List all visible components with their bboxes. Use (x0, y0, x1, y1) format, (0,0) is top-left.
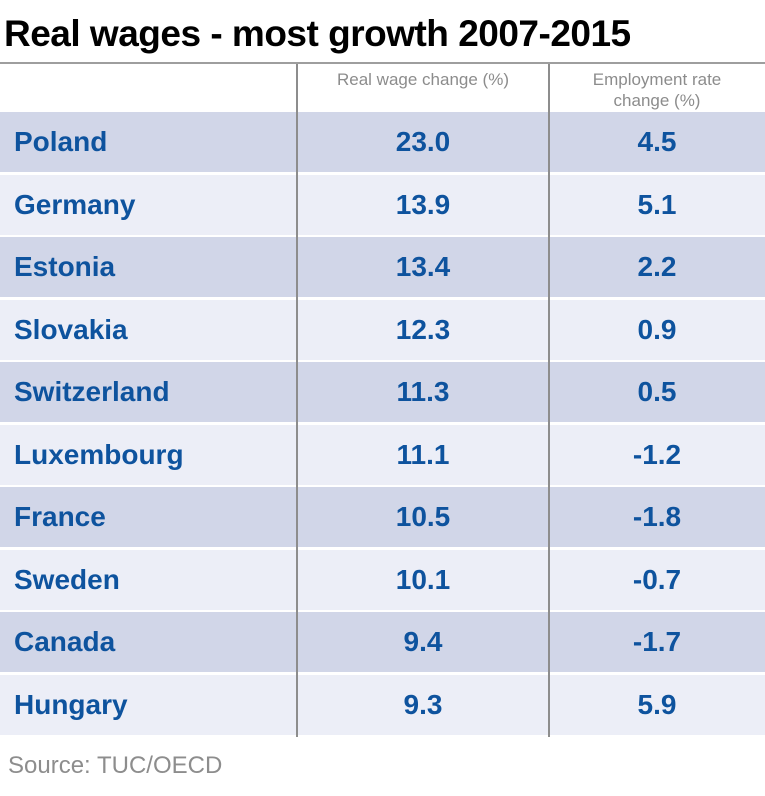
wage-value-cell: 9.3 (403, 688, 443, 720)
wage-value-cell: 12.3 (395, 313, 451, 345)
wage-value-cell: 11.3 (396, 376, 450, 407)
wage-value-cell: 13.9 (395, 188, 451, 220)
wage-value-cell: 9.4 (403, 626, 443, 657)
table-row: France 10.5 -1.8 (0, 487, 765, 547)
employment-value-cell: 0.9 (637, 313, 677, 345)
header-wage-column: Real wage change (%) (337, 70, 509, 89)
wage-value-cell: 23.0 (395, 126, 451, 157)
employment-value-cell: 0.5 (637, 376, 677, 407)
wage-value-cell: 10.5 (395, 501, 451, 532)
column-divider-right (548, 64, 550, 737)
table-body: Poland 23.0 4.5 Germany 13.9 5.1 Estonia… (0, 112, 765, 735)
employment-value-cell: 5.9 (637, 688, 677, 720)
column-divider-left (296, 64, 298, 737)
country-cell: Germany (14, 188, 136, 220)
table-row: Hungary 9.3 5.9 (0, 674, 765, 735)
country-cell: France (14, 501, 106, 532)
wage-value-cell: 11.1 (396, 438, 450, 470)
country-cell: Luxembourg (14, 438, 184, 470)
country-cell: Poland (14, 126, 108, 157)
data-table: Real wage change (%) Employment rate cha… (0, 62, 765, 737)
employment-value-cell: -1.7 (632, 626, 682, 657)
country-cell: Slovakia (14, 313, 128, 345)
wage-value-cell: 13.4 (395, 251, 451, 282)
table-row: Canada 9.4 -1.7 (0, 612, 765, 672)
table-row: Sweden 10.1 -0.7 (0, 549, 765, 610)
table-row: Switzerland 11.3 0.5 (0, 362, 765, 422)
table-row: Slovakia 12.3 0.9 (0, 299, 765, 360)
table-row: Estonia 13.4 2.2 (0, 237, 765, 297)
table-row: Luxembourg 11.1 -1.2 (0, 424, 765, 485)
employment-value-cell: -1.8 (632, 501, 682, 532)
employment-value-cell: 2.2 (637, 251, 677, 282)
table-row: Poland 23.0 4.5 (0, 112, 765, 172)
source-attribution: Source: TUC/OECD (8, 752, 223, 779)
wage-value-cell: 10.1 (395, 563, 451, 595)
employment-value-cell: -1.2 (632, 438, 682, 470)
country-cell: Estonia (14, 251, 116, 282)
page-title: Real wages - most growth 2007-2015 (4, 13, 631, 54)
country-cell: Sweden (14, 563, 120, 595)
header-employment-column: Employment rate change (%) (592, 70, 722, 110)
country-cell: Switzerland (14, 376, 170, 407)
table-row: Germany 13.9 5.1 (0, 174, 765, 235)
employment-value-cell: 5.1 (637, 188, 677, 220)
employment-value-cell: 4.5 (637, 126, 677, 157)
country-cell: Hungary (14, 688, 128, 720)
table-header-row: Real wage change (%) Employment rate cha… (0, 64, 765, 112)
country-cell: Canada (14, 626, 116, 657)
employment-value-cell: -0.7 (632, 563, 682, 595)
header-country-column (0, 64, 297, 112)
